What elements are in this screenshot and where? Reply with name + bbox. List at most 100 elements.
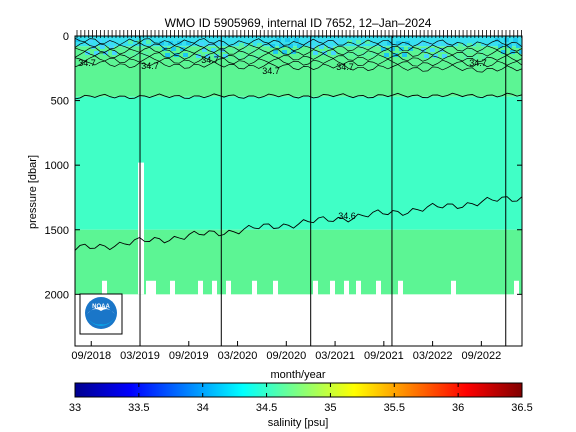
colorbar-label: salinity [psu]: [268, 417, 329, 429]
surface-patch: [260, 49, 265, 53]
surface-patch: [291, 50, 296, 54]
colorbar-tick-label: 34.5: [256, 402, 277, 414]
logo-text: NOAA: [92, 304, 110, 310]
surface-contour: [75, 55, 522, 68]
surface-patch: [371, 52, 376, 56]
gap-notch: [330, 280, 335, 296]
contour-label: 34.7: [141, 61, 159, 71]
chart-title: WMO ID 5905969, internal ID 7652, 12–Jan…: [165, 16, 432, 30]
surface-patch: [350, 46, 355, 50]
contour-label: 34.7: [262, 66, 280, 76]
surface-patch: [294, 38, 299, 42]
logo-wave: [86, 317, 116, 326]
salinity-layer: [75, 46, 522, 97]
surface-patch: [458, 43, 463, 47]
surface-patch: [236, 55, 241, 59]
surface-patch: [464, 55, 469, 59]
gap-notch: [226, 280, 231, 296]
surface-patch: [196, 54, 201, 58]
y-tick-label: 2000: [45, 289, 69, 301]
surface-patch: [134, 52, 139, 56]
x-axis: 09/2018 03/2019 09/2019 03/2020 09/2020 03/20…: [71, 341, 501, 362]
surface-patch: [513, 38, 518, 42]
surface-patch: [251, 49, 256, 53]
surface-patch: [257, 43, 262, 47]
surface-patch: [461, 49, 466, 53]
surface-patch: [125, 52, 130, 56]
surface-patch: [239, 43, 244, 47]
surface-patch: [507, 44, 512, 48]
surface-patch: [501, 50, 506, 54]
surface-patch: [199, 42, 204, 46]
surface-patch: [430, 48, 435, 52]
surface-patch: [143, 52, 148, 56]
contour-label: 34.7: [78, 58, 96, 68]
gap-notch: [344, 280, 349, 296]
surface-patch: [362, 52, 367, 56]
surface-patch: [473, 55, 478, 59]
x-tick-label: 09/2020: [266, 350, 306, 362]
gap-notch: [313, 280, 318, 296]
surface-patch: [399, 47, 404, 51]
colorbar: 33 33.5 34 34.5 35 35.5 36 36.5 salinity [psu]: [69, 382, 533, 429]
y-tick-label: 500: [51, 96, 69, 108]
x-tick-label: 03/2022: [413, 350, 453, 362]
surface-patch: [128, 40, 133, 44]
surface-patch: [436, 42, 441, 46]
surface-contour: [75, 37, 522, 48]
surface-patch: [112, 51, 117, 55]
x-tick-label: 09/2021: [364, 350, 404, 362]
surface-patch: [279, 44, 284, 48]
surface-patch: [214, 54, 219, 58]
y-tick-label: 1000: [45, 160, 69, 172]
x-axis-label: month/year: [270, 369, 325, 381]
surface-patch: [418, 42, 423, 46]
x-tick-label: 09/2018: [71, 350, 111, 362]
surface-patch: [205, 54, 210, 58]
surface-patch: [334, 39, 339, 43]
contour-lines: [75, 37, 522, 251]
x-tick-label: 09/2022: [461, 350, 501, 362]
noaa-logo: NOAA: [79, 293, 123, 335]
surface-patch: [498, 44, 503, 48]
contour-label: 34.7: [201, 55, 219, 65]
x-tick-label: 03/2020: [218, 350, 258, 362]
surface-patch: [276, 38, 281, 42]
gap-notch: [146, 280, 151, 296]
y-axis-label: pressure [dbar]: [27, 155, 39, 229]
surface-patch: [442, 54, 447, 58]
surface-patch: [319, 45, 324, 49]
surface-patch: [94, 51, 99, 55]
surface-patch: [510, 50, 515, 54]
surface-patch: [424, 54, 429, 58]
surface-patch: [455, 55, 460, 59]
y-axis: 0 500 1000 1500 2000: [45, 31, 522, 301]
surface-patch: [91, 45, 96, 49]
surface-patch: [146, 40, 151, 44]
gap-notch: [514, 280, 519, 296]
surface-patch: [396, 41, 401, 45]
surface-patch: [217, 42, 222, 46]
surface-patch: [313, 51, 318, 55]
surface-patch: [285, 38, 290, 42]
surface-patch: [504, 38, 509, 42]
surface-patch: [310, 45, 315, 49]
surface-patch: [297, 44, 302, 48]
gap-notch: [376, 280, 381, 296]
contour-labels: 34.7 34.7 34.7 34.7 34.7 34.7 34.6: [78, 55, 487, 221]
surface-patch: [75, 38, 80, 42]
surface-patch: [140, 46, 145, 50]
y-tick-label: 1500: [45, 225, 69, 237]
surface-patch: [233, 49, 238, 53]
surface-patch: [482, 55, 487, 59]
colorbar-gradient: [74, 382, 523, 398]
surface-patch: [433, 54, 438, 58]
gap-notch: [198, 280, 203, 296]
surface-patch: [421, 48, 426, 52]
surface-patch: [242, 49, 247, 53]
surface-patch: [316, 39, 321, 43]
gap-notch: [212, 280, 217, 296]
surface-patch: [100, 45, 105, 49]
surface-patch: [331, 51, 336, 55]
